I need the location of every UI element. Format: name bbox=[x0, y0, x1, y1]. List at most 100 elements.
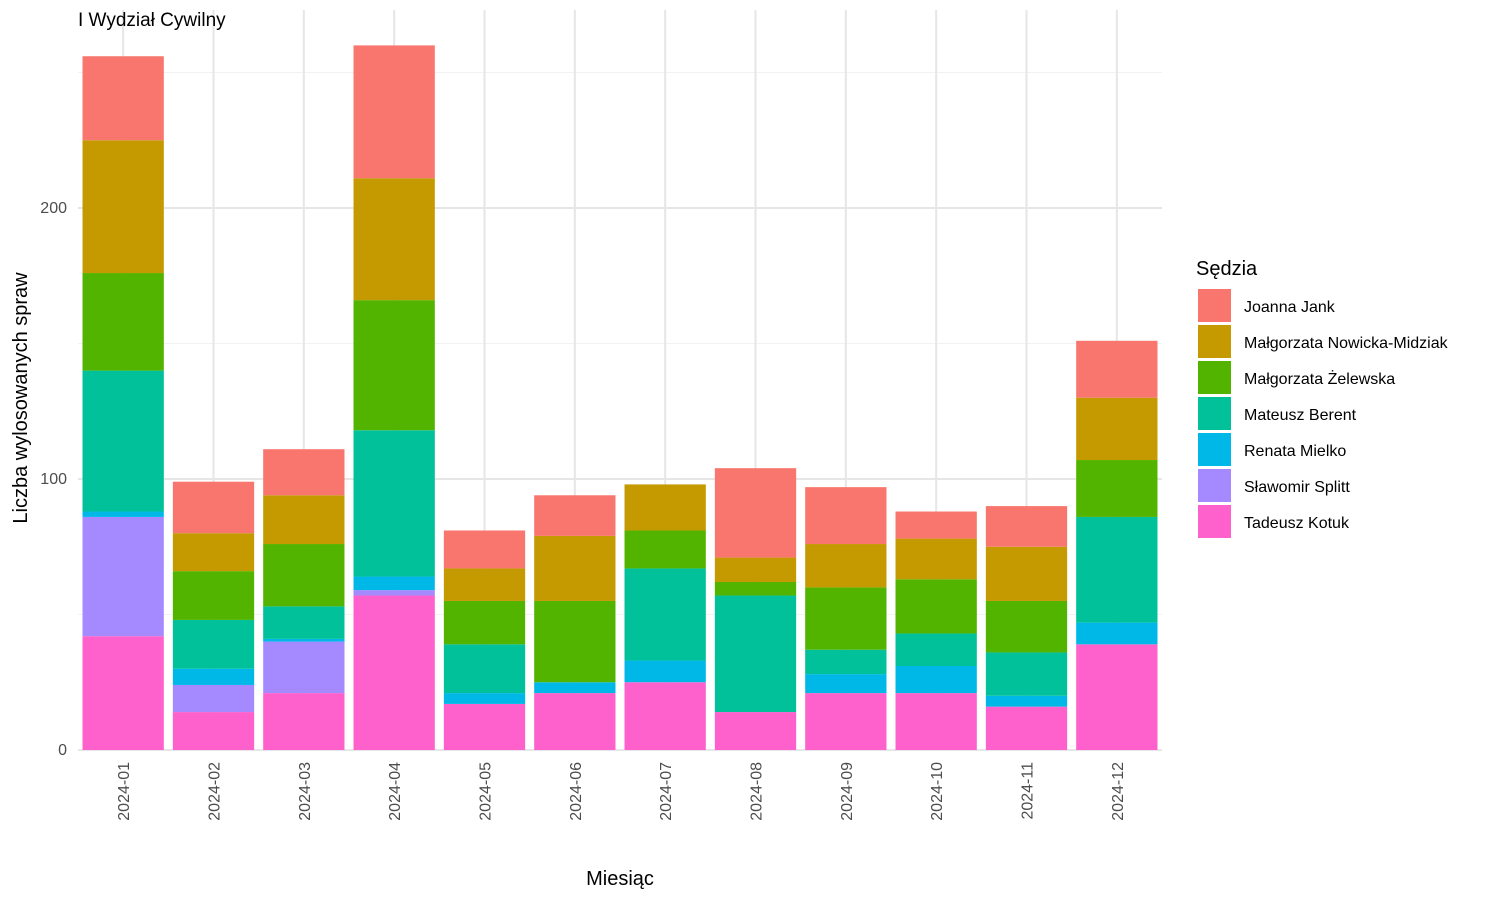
bar-segment bbox=[263, 449, 345, 496]
bar-segment bbox=[353, 45, 435, 179]
bar-segment bbox=[172, 712, 255, 750]
bar-segment bbox=[353, 430, 435, 577]
axes: 0 100 200 2024-01 2024-02 2024-03 2024-04 2024-… bbox=[40, 200, 1127, 821]
bar-segment bbox=[82, 56, 164, 141]
x-tick-label: 2024-07 bbox=[658, 762, 675, 821]
x-tick-label: 2024-01 bbox=[116, 762, 133, 821]
bar-segment bbox=[172, 619, 255, 669]
bar-segment bbox=[443, 644, 526, 694]
bar-segment bbox=[263, 544, 345, 607]
legend-label: Mateusz Berent bbox=[1244, 407, 1357, 424]
bar-segment bbox=[1076, 644, 1158, 750]
bar-segment bbox=[534, 535, 616, 601]
bar-segment bbox=[443, 693, 526, 704]
bar-segment bbox=[895, 633, 977, 666]
bar-segment bbox=[82, 140, 164, 274]
bar-segment bbox=[805, 693, 887, 750]
y-axis-label: Liczba wylosowanych spraw bbox=[10, 272, 32, 524]
bar-segment bbox=[82, 636, 164, 750]
bar-segment bbox=[895, 693, 977, 750]
bar-segment bbox=[172, 533, 255, 572]
bar-segment bbox=[353, 576, 435, 591]
bar-segment bbox=[263, 693, 345, 750]
bar-segment bbox=[82, 511, 164, 517]
legend: Sędzia Joanna Jank Małgorzata Nowicka-Mid… bbox=[1196, 258, 1449, 538]
legend-key bbox=[1198, 433, 1231, 466]
bar-segment bbox=[714, 712, 797, 750]
bar-segment bbox=[895, 665, 977, 694]
bar-segment bbox=[82, 273, 164, 371]
bar-segment bbox=[1076, 622, 1158, 645]
bar-segment bbox=[805, 487, 887, 545]
bars bbox=[82, 45, 1158, 750]
bar-segment bbox=[985, 652, 1068, 696]
bar-segment bbox=[624, 568, 706, 661]
bar-segment bbox=[534, 693, 616, 750]
bar-segment bbox=[353, 178, 435, 301]
legend-label: Renata Mielko bbox=[1244, 443, 1346, 460]
bar-segment bbox=[985, 706, 1068, 750]
bar-segment bbox=[534, 682, 616, 694]
bar-segment bbox=[353, 590, 435, 596]
bar-segment bbox=[714, 595, 797, 713]
x-tick-label: 2024-02 bbox=[207, 762, 224, 821]
bar-segment bbox=[353, 300, 435, 431]
bar-segment bbox=[1076, 516, 1158, 623]
legend-key bbox=[1198, 325, 1231, 358]
legend-label: Tadeusz Kotuk bbox=[1244, 515, 1350, 532]
legend-label: Sławomir Splitt bbox=[1244, 479, 1350, 496]
legend-label: Małgorzata Nowicka-Midziak bbox=[1244, 335, 1449, 352]
bar-segment bbox=[805, 544, 887, 588]
bar-segment bbox=[895, 511, 977, 539]
x-tick-label: 2024-10 bbox=[929, 762, 946, 821]
bar-segment bbox=[534, 600, 616, 683]
x-tick-label: 2024-12 bbox=[1110, 762, 1127, 821]
bar-segment bbox=[895, 579, 977, 634]
bar-segment bbox=[172, 571, 255, 620]
x-tick-label: 2024-11 bbox=[1020, 762, 1037, 820]
bar-segment bbox=[1076, 340, 1158, 398]
bar-segment bbox=[353, 595, 435, 750]
legend-key bbox=[1198, 469, 1231, 502]
x-tick-label: 2024-09 bbox=[839, 762, 856, 821]
bar-segment bbox=[714, 557, 797, 582]
bar-segment bbox=[1076, 460, 1158, 517]
bar-segment bbox=[985, 506, 1068, 547]
bar-segment bbox=[714, 468, 797, 558]
legend-label: Joanna Jank bbox=[1244, 299, 1336, 316]
bar-segment bbox=[263, 641, 345, 694]
bar-segment bbox=[985, 546, 1068, 601]
bar-segment bbox=[443, 568, 526, 601]
bar-segment bbox=[443, 530, 526, 569]
legend-key bbox=[1198, 505, 1231, 538]
bar-segment bbox=[805, 587, 887, 650]
y-tick-label: 100 bbox=[40, 471, 67, 488]
x-tick-label: 2024-05 bbox=[478, 762, 495, 821]
legend-label: Małgorzata Żelewska bbox=[1244, 369, 1395, 388]
chart-title: I Wydział Cywilny bbox=[78, 10, 226, 31]
y-tick-label: 200 bbox=[40, 200, 67, 217]
bar-segment bbox=[263, 495, 345, 545]
legend-key bbox=[1198, 361, 1231, 394]
bar-segment bbox=[263, 606, 345, 639]
x-axis-label: Miesiąc bbox=[586, 868, 654, 890]
legend-title: Sędzia bbox=[1196, 258, 1258, 280]
bar-segment bbox=[82, 516, 164, 637]
bar-segment bbox=[714, 581, 797, 596]
bar-segment bbox=[172, 668, 255, 685]
x-tick-label: 2024-06 bbox=[568, 762, 585, 821]
bar-segment bbox=[895, 538, 977, 580]
bar-segment bbox=[985, 600, 1068, 653]
y-tick-label: 0 bbox=[58, 742, 67, 759]
bar-segment bbox=[263, 638, 345, 642]
bar-segment bbox=[443, 703, 526, 750]
bar-segment bbox=[624, 660, 706, 683]
bar-segment bbox=[172, 684, 255, 713]
bar-segment bbox=[82, 370, 164, 512]
bar-segment bbox=[1076, 397, 1158, 461]
bar-segment bbox=[624, 484, 706, 531]
bar-segment bbox=[443, 600, 526, 645]
legend-key bbox=[1198, 397, 1231, 430]
